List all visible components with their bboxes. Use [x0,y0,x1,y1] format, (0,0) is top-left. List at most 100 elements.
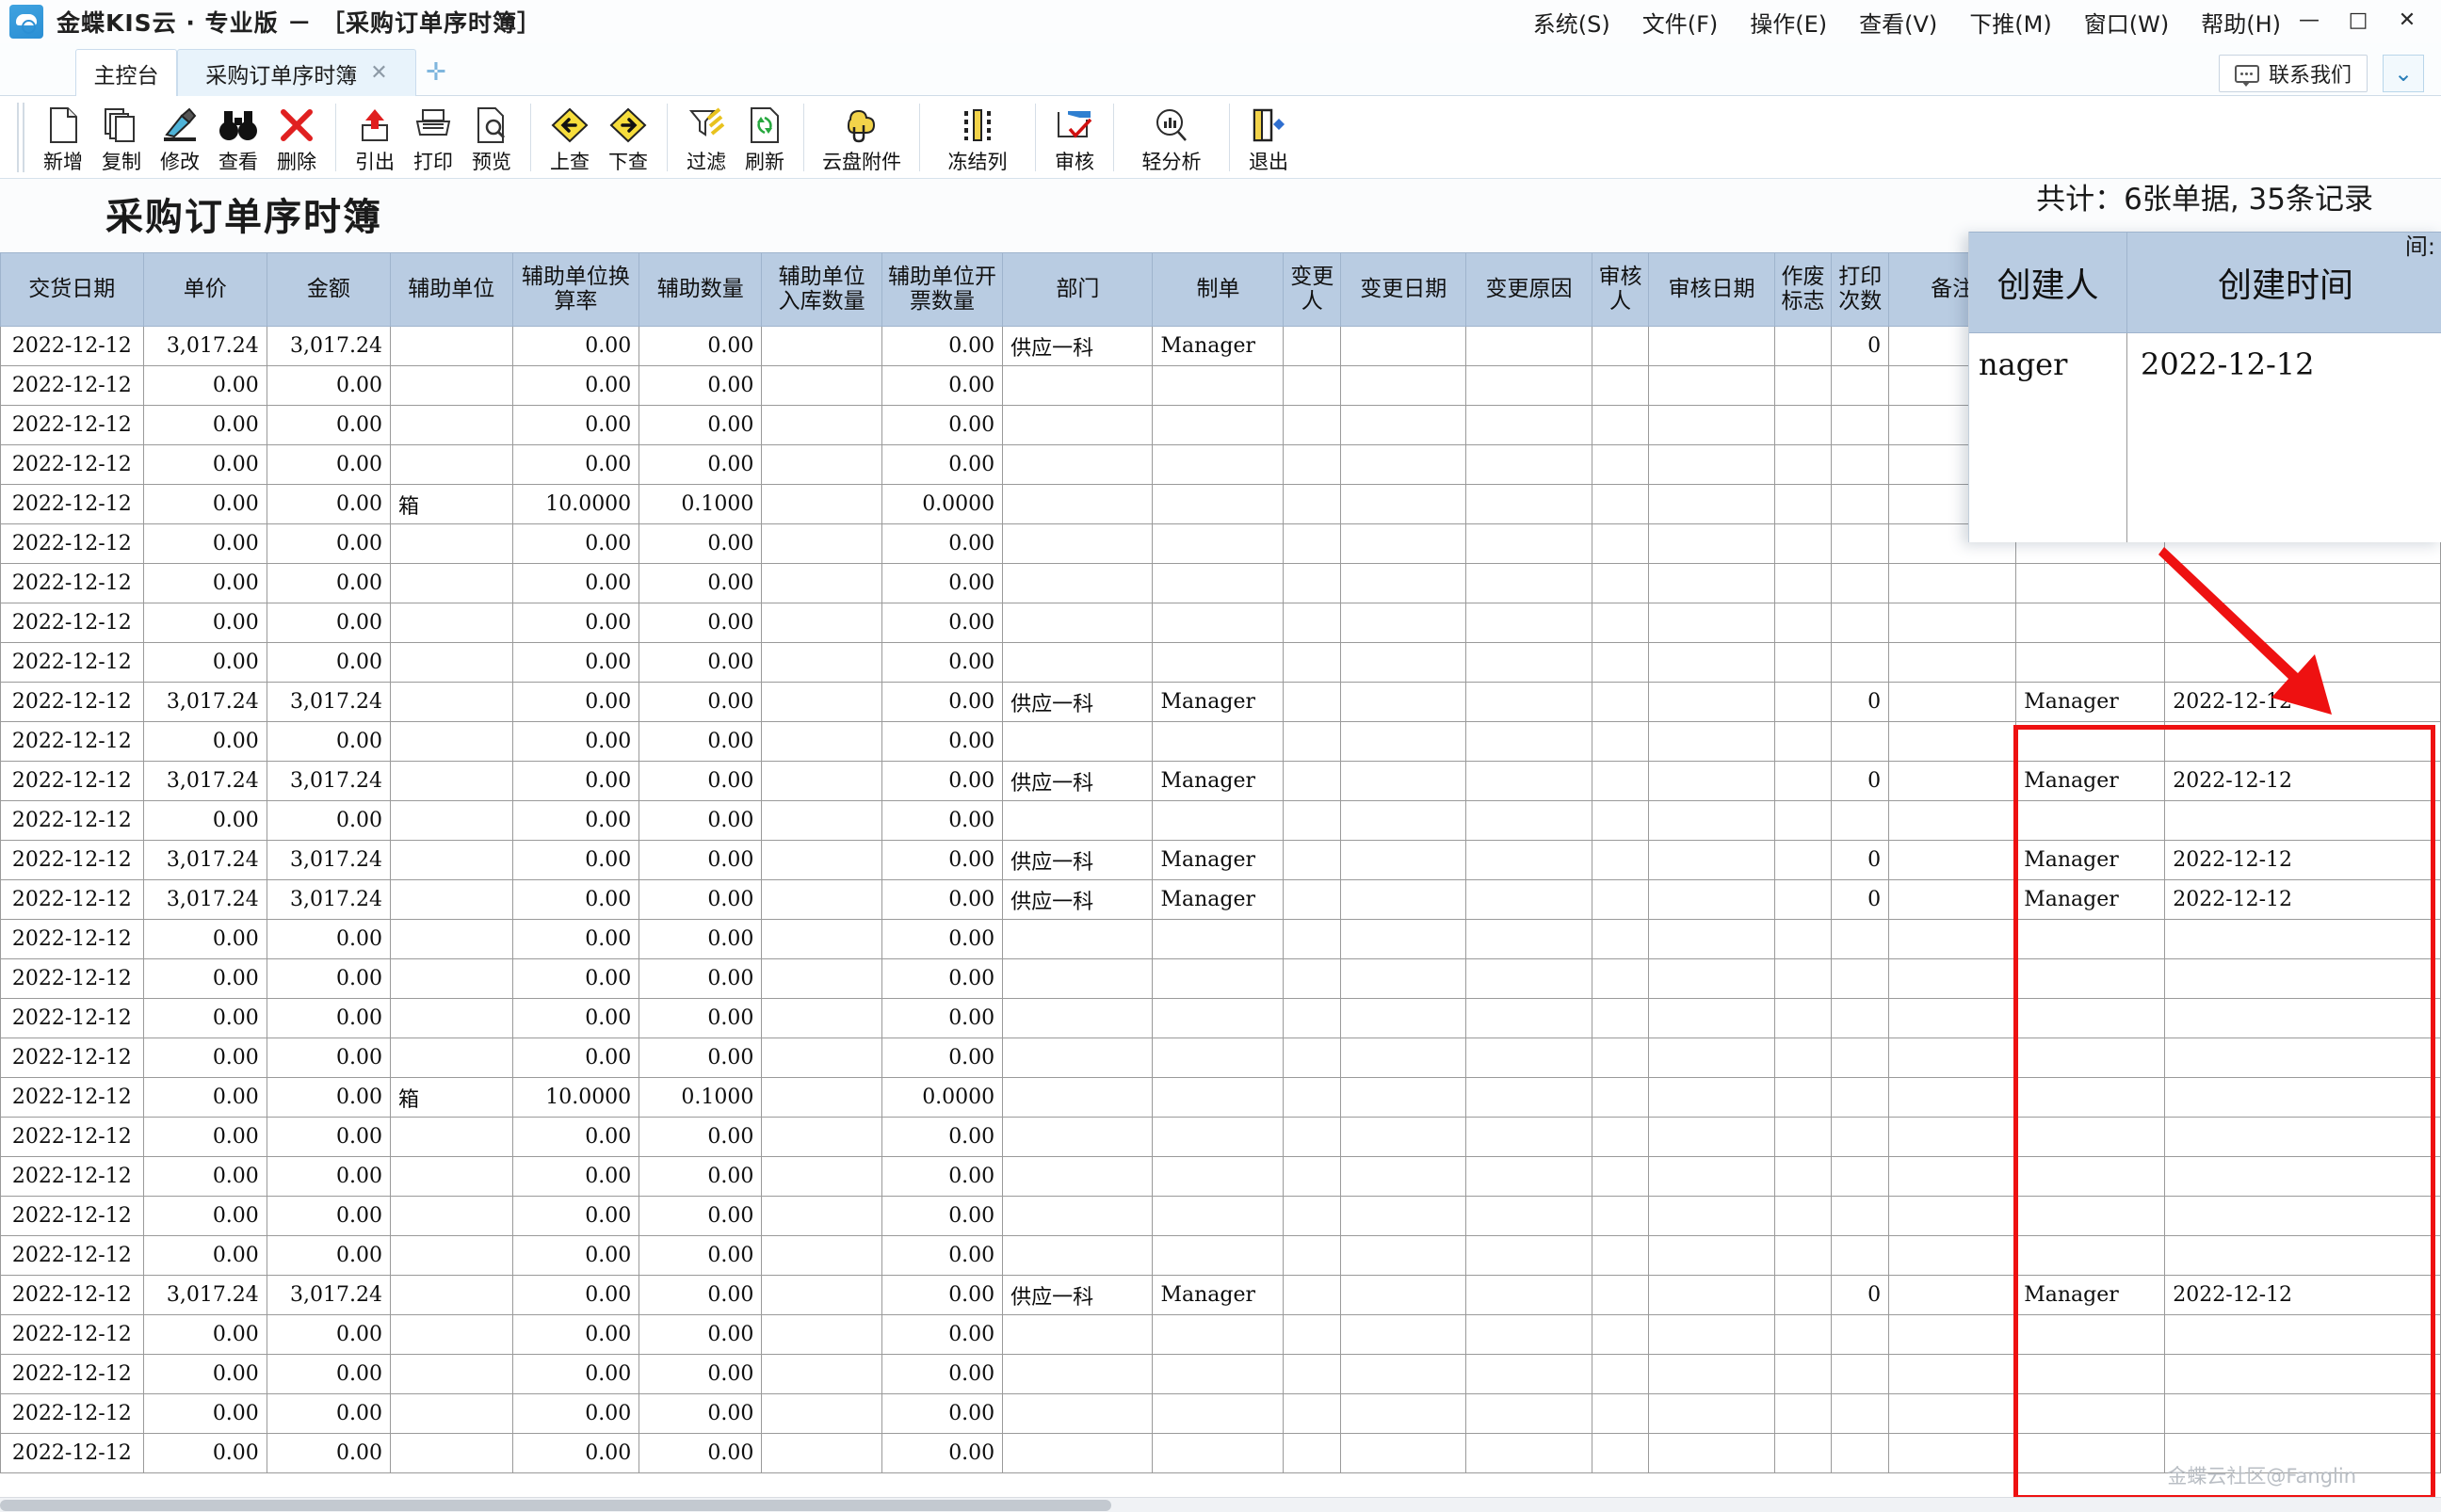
table-cell[interactable] [1648,958,1775,999]
table-cell[interactable]: 2022-12-12 [2164,761,2441,801]
table-cell[interactable]: 0.00 [639,879,763,920]
table-cell[interactable] [1465,1037,1592,1078]
table-cell[interactable]: 0.00 [639,405,763,445]
column-header[interactable]: 辅助单位入库数量 [761,252,882,327]
table-cell[interactable]: 3,017.24 [142,840,267,880]
table-cell[interactable]: 供应一科 [1002,1275,1154,1315]
table-cell[interactable] [1340,603,1467,643]
table-cell[interactable]: 0.00 [511,603,640,643]
table-row[interactable]: 2022-12-12 3,017.24 3,017.24 0.00 0.00 0.00 供应… [0,879,2441,920]
table-cell[interactable] [1648,1037,1775,1078]
table-cell[interactable] [2015,1196,2166,1236]
table-cell[interactable] [1888,721,2017,762]
table-cell[interactable] [1591,958,1650,999]
table-cell[interactable]: Manager [1152,879,1285,920]
table-cell[interactable]: 0.00 [881,879,1004,920]
table-cell[interactable] [2164,800,2441,841]
table-cell[interactable] [1591,405,1650,445]
table-cell[interactable]: 2022-12-12 [0,1314,144,1355]
table-cell[interactable] [1152,1196,1285,1236]
table-cell[interactable]: 0.00 [142,1077,267,1118]
table-cell[interactable] [1831,365,1890,406]
light-analysis-button[interactable]: 轻分析 [1124,100,1220,175]
table-cell[interactable] [1648,1156,1775,1197]
table-cell[interactable]: Manager [1152,761,1285,801]
table-cell[interactable] [389,1393,513,1434]
table-cell[interactable] [1591,879,1650,920]
table-cell[interactable] [389,919,513,959]
table-cell[interactable] [761,958,882,999]
table-cell[interactable] [761,998,882,1038]
table-cell[interactable] [2164,1235,2441,1276]
table-cell[interactable] [1283,1433,1342,1473]
table-cell[interactable] [389,840,513,880]
table-cell[interactable] [389,682,513,722]
table-cell[interactable] [1283,1314,1342,1355]
table-cell[interactable] [2015,1235,2166,1276]
tab-console[interactable]: 主控台 [75,49,177,96]
table-cell[interactable]: 2022-12-12 [0,642,144,683]
table-cell[interactable] [2015,563,2166,603]
table-cell[interactable]: 0.00 [639,1235,763,1276]
table-cell[interactable]: 0.00 [639,1354,763,1394]
table-cell[interactable]: 0.00 [266,998,391,1038]
table-cell[interactable] [1591,1275,1650,1315]
table-cell[interactable] [1831,444,1890,485]
table-cell[interactable]: 0.00 [266,1433,391,1473]
table-row[interactable]: 2022-12-12 0.00 0.00 0.00 0.00 0.00 [0,1235,2441,1276]
table-cell[interactable] [1773,761,1833,801]
table-cell[interactable] [2015,642,2166,683]
table-cell[interactable]: 0.00 [266,721,391,762]
table-cell[interactable] [1591,1433,1650,1473]
table-cell[interactable] [1888,603,2017,643]
table-cell[interactable]: 0.00 [266,1077,391,1118]
table-cell[interactable] [2164,563,2441,603]
table-cell[interactable]: 0.00 [639,682,763,722]
table-cell[interactable] [1002,484,1154,524]
table-cell[interactable] [1340,919,1467,959]
copy-button[interactable]: 复制 [92,100,151,175]
table-cell[interactable] [761,1117,882,1157]
table-cell[interactable] [1648,1235,1775,1276]
table-cell[interactable] [1773,326,1833,366]
table-cell[interactable] [1773,840,1833,880]
table-cell[interactable]: 2022-12-12 [2164,840,2441,880]
table-cell[interactable] [761,1433,882,1473]
table-cell[interactable] [1773,1393,1833,1434]
table-cell[interactable]: Manager [2015,1275,2166,1315]
table-cell[interactable] [1283,879,1342,920]
table-cell[interactable] [1648,879,1775,920]
table-cell[interactable]: 0.00 [142,563,267,603]
table-cell[interactable] [389,326,513,366]
table-cell[interactable]: Manager [2015,879,2166,920]
table-cell[interactable] [1888,1393,2017,1434]
menu-help[interactable]: 帮助(H) [2201,11,2281,38]
table-cell[interactable]: 0.00 [881,958,1004,999]
table-cell[interactable]: Manager [1152,682,1285,722]
table-cell[interactable] [1648,1393,1775,1434]
table-cell[interactable] [1283,642,1342,683]
table-cell[interactable] [1152,958,1285,999]
table-cell[interactable] [1888,1433,2017,1473]
table-cell[interactable]: 0.00 [511,1314,640,1355]
table-cell[interactable]: 2022-12-12 [0,1156,144,1197]
table-cell[interactable]: 0.00 [881,1275,1004,1315]
table-cell[interactable]: 3,017.24 [266,682,391,722]
table-cell[interactable]: 0.00 [266,1314,391,1355]
table-cell[interactable]: 2022-12-12 [2164,879,2441,920]
audit-button[interactable]: 审核 [1045,100,1104,175]
table-cell[interactable] [1152,365,1285,406]
table-cell[interactable] [1888,1037,2017,1078]
table-cell[interactable] [2015,1117,2166,1157]
table-cell[interactable] [1465,1156,1592,1197]
table-cell[interactable]: 0.00 [639,1314,763,1355]
table-cell[interactable] [2164,1354,2441,1394]
table-cell[interactable]: 0.00 [511,563,640,603]
table-cell[interactable] [1152,1077,1285,1118]
table-cell[interactable] [1002,1235,1154,1276]
menu-window[interactable]: 窗口(W) [2083,11,2170,38]
table-cell[interactable]: 0.0000 [881,484,1004,524]
table-cell[interactable] [1648,523,1775,564]
table-cell[interactable]: 2022-12-12 [0,800,144,841]
table-cell[interactable] [761,840,882,880]
